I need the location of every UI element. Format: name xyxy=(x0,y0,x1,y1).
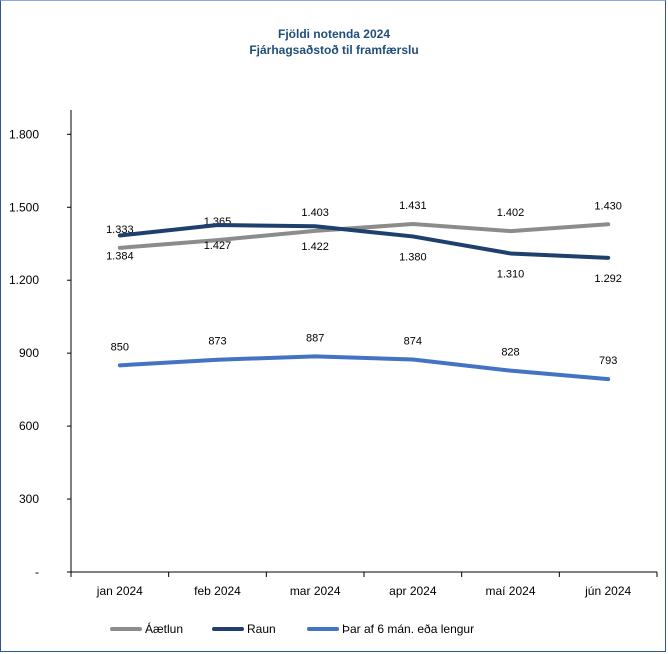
x-tick-label: feb 2024 xyxy=(194,584,241,598)
legend-swatch xyxy=(110,627,142,631)
chart-title: Fjöldi notenda 2024 xyxy=(277,27,391,41)
data-label: 1.384 xyxy=(106,250,134,262)
legend-item: Raun xyxy=(212,622,276,636)
data-label: 1.430 xyxy=(594,200,622,212)
y-tick-label: 1.500 xyxy=(9,200,39,214)
data-label: 1.403 xyxy=(301,207,329,219)
series-line-0 xyxy=(117,222,611,250)
data-label: 828 xyxy=(501,347,519,359)
y-tick-label: 1.800 xyxy=(9,127,39,141)
data-label: 1.431 xyxy=(399,200,427,212)
data-label: 1.380 xyxy=(399,251,427,263)
chart-legend: Áætlun Raun Þar af 6 mán. eða lengur xyxy=(0,622,668,640)
y-tick-label: 1.200 xyxy=(9,273,39,287)
chart-subtitle: Fjárhagsaðstoð til framfærslu xyxy=(249,43,419,57)
x-tick-label: maí 2024 xyxy=(485,584,535,598)
data-label: 850 xyxy=(111,341,129,353)
data-label: 1.427 xyxy=(204,240,232,252)
legend-swatch xyxy=(212,627,244,631)
legend-item: Áætlun xyxy=(110,622,183,636)
y-tick-label: - xyxy=(35,565,39,579)
legend-label: Raun xyxy=(247,622,276,636)
data-label: 793 xyxy=(599,355,617,367)
data-label: 1.292 xyxy=(594,273,622,285)
data-label: 1.422 xyxy=(301,241,329,253)
series-line-2 xyxy=(117,354,611,382)
x-tick-label: mar 2024 xyxy=(290,584,341,598)
legend-label: Þar af 6 mán. eða lengur xyxy=(342,622,475,636)
data-label: 873 xyxy=(208,336,226,348)
x-tick-label: jún 2024 xyxy=(584,584,631,598)
y-tick-label: 900 xyxy=(19,346,39,360)
x-tick-label: apr 2024 xyxy=(389,584,437,598)
legend-item: Þar af 6 mán. eða lengur xyxy=(307,622,474,636)
legend-swatch xyxy=(307,627,339,631)
y-tick-label: 600 xyxy=(19,419,39,433)
series-line-1 xyxy=(117,223,611,260)
data-label: 874 xyxy=(404,335,422,347)
y-tick-label: 300 xyxy=(19,492,39,506)
data-label: 887 xyxy=(306,332,324,344)
data-label: 1.402 xyxy=(497,207,525,219)
legend-label: Áætlun xyxy=(145,622,184,636)
data-label: 1.310 xyxy=(497,268,525,280)
x-tick-label: jan 2024 xyxy=(96,584,143,598)
